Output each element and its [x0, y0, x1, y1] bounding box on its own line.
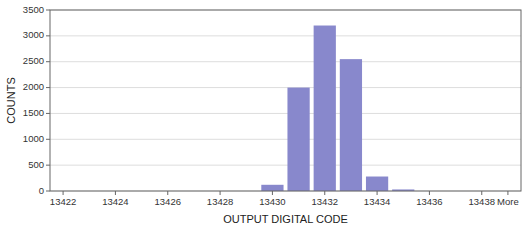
x-tick-label: 13426 [155, 196, 181, 207]
x-tick-label: 13424 [102, 196, 128, 207]
y-tick [46, 191, 50, 192]
y-tick-label: 2000 [23, 81, 44, 92]
y-tick [46, 10, 50, 11]
x-tick-label: 13432 [312, 196, 338, 207]
y-tick [46, 87, 50, 88]
x-tick [63, 191, 64, 195]
y-tick [46, 165, 50, 166]
y-tick-label: 1500 [23, 107, 44, 118]
x-tick [167, 191, 168, 195]
x-tick [377, 191, 378, 195]
grid-line [50, 35, 521, 36]
y-tick [46, 35, 50, 36]
x-tick-label: 13438 [469, 196, 495, 207]
grid-line [50, 165, 521, 166]
x-tick-label: 13436 [416, 196, 442, 207]
x-tick-label: 13422 [50, 196, 76, 207]
bars [261, 26, 414, 191]
x-tick-label: More [497, 196, 519, 207]
grid-line [50, 139, 521, 140]
y-tick [46, 139, 50, 140]
y-tick-label: 2500 [23, 55, 44, 66]
y-tick-label: 3000 [23, 29, 44, 40]
x-tick-label: 13434 [364, 196, 390, 207]
x-axis: 13422 13424 13426 13428 13430 13432 13434 13436… [50, 191, 519, 207]
bar [261, 185, 283, 191]
x-tick [272, 191, 273, 195]
y-tick [46, 61, 50, 62]
y-axis: 0 500 1000 1500 2000 2500 3000 3500 [23, 4, 521, 196]
y-tick-label: 500 [28, 159, 44, 170]
bar [314, 26, 336, 191]
x-tick [324, 191, 325, 195]
x-tick-label: 13428 [207, 196, 233, 207]
x-tick [429, 191, 430, 195]
x-axis-label: OUTPUT DIGITAL CODE [223, 213, 347, 225]
x-tick [507, 191, 508, 195]
grid-line [50, 61, 521, 62]
x-tick [481, 191, 482, 195]
grid-line [50, 113, 521, 114]
y-tick-label: 1000 [23, 133, 44, 144]
bar [340, 59, 362, 191]
plot-frame [50, 10, 521, 191]
y-tick-label: 3500 [23, 4, 44, 15]
x-tick [115, 191, 116, 195]
chart: 0500100015002000250030003500134221342413… [0, 0, 529, 231]
y-tick [46, 113, 50, 114]
y-axis-label: COUNTS [5, 77, 17, 123]
grid-line [50, 87, 521, 88]
y-tick-label: 0 [39, 185, 44, 196]
bar [287, 88, 309, 191]
x-tick [220, 191, 221, 195]
bar [366, 177, 388, 191]
x-tick-label: 13430 [259, 196, 285, 207]
